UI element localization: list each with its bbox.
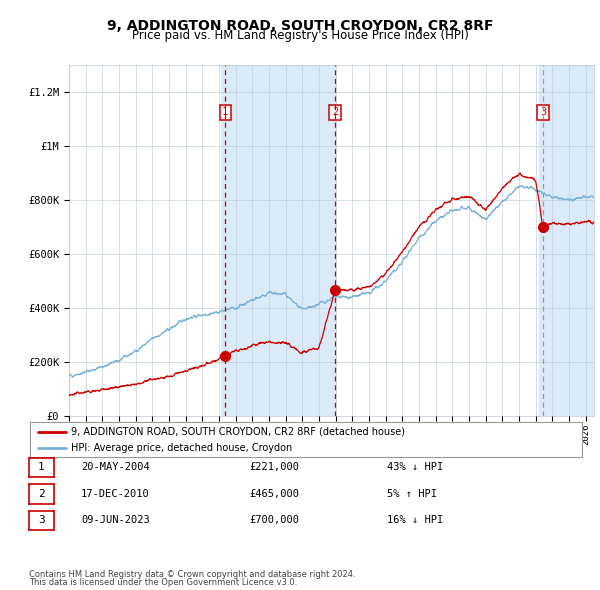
Text: Contains HM Land Registry data © Crown copyright and database right 2024.: Contains HM Land Registry data © Crown c… bbox=[29, 569, 355, 579]
Text: 43% ↓ HPI: 43% ↓ HPI bbox=[387, 463, 443, 472]
Text: HPI: Average price, detached house, Croydon: HPI: Average price, detached house, Croy… bbox=[71, 444, 293, 453]
Text: £465,000: £465,000 bbox=[249, 489, 299, 499]
Text: 16% ↓ HPI: 16% ↓ HPI bbox=[387, 516, 443, 525]
Text: 2: 2 bbox=[38, 489, 45, 499]
Text: £221,000: £221,000 bbox=[249, 463, 299, 472]
Text: 20-MAY-2004: 20-MAY-2004 bbox=[81, 463, 150, 472]
Text: 1: 1 bbox=[222, 107, 229, 117]
Text: 3: 3 bbox=[38, 516, 45, 525]
Text: 2: 2 bbox=[332, 107, 338, 117]
Bar bbox=[539, 65, 594, 416]
Text: This data is licensed under the Open Government Licence v3.0.: This data is licensed under the Open Gov… bbox=[29, 578, 297, 588]
Text: 3: 3 bbox=[540, 107, 546, 117]
Text: £700,000: £700,000 bbox=[249, 516, 299, 525]
Text: 17-DEC-2010: 17-DEC-2010 bbox=[81, 489, 150, 499]
Text: 09-JUN-2023: 09-JUN-2023 bbox=[81, 516, 150, 525]
Text: Price paid vs. HM Land Registry's House Price Index (HPI): Price paid vs. HM Land Registry's House … bbox=[131, 30, 469, 42]
Bar bbox=[569, 65, 594, 416]
Bar bbox=[221, 65, 335, 416]
Text: 1: 1 bbox=[38, 463, 45, 472]
Text: 5% ↑ HPI: 5% ↑ HPI bbox=[387, 489, 437, 499]
Text: 9, ADDINGTON ROAD, SOUTH CROYDON, CR2 8RF (detached house): 9, ADDINGTON ROAD, SOUTH CROYDON, CR2 8R… bbox=[71, 427, 406, 437]
Text: 9, ADDINGTON ROAD, SOUTH CROYDON, CR2 8RF: 9, ADDINGTON ROAD, SOUTH CROYDON, CR2 8R… bbox=[107, 19, 493, 33]
